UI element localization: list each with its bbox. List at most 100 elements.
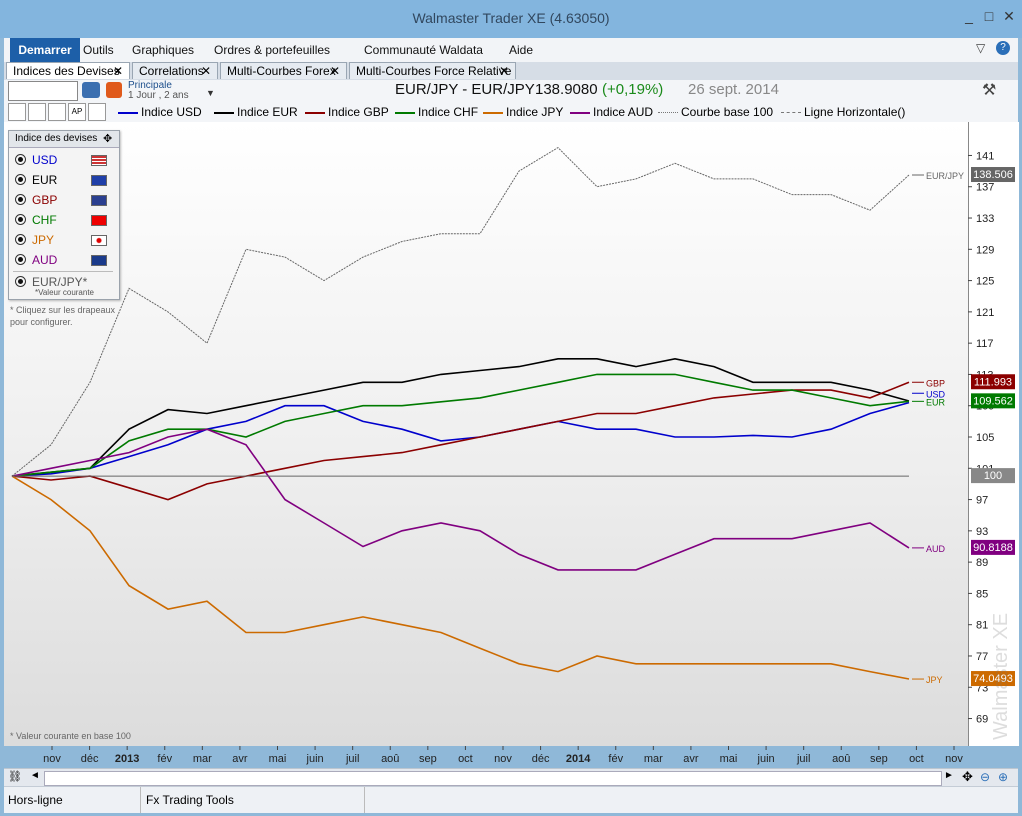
- close-icon[interactable]: ✕: [329, 64, 340, 78]
- minimize-button[interactable]: _: [965, 8, 973, 24]
- link-icon[interactable]: ⛓: [8, 771, 22, 783]
- book-icon[interactable]: [82, 82, 100, 98]
- x-tick-label: mai: [720, 753, 738, 765]
- close-button[interactable]: ✕: [1003, 8, 1015, 24]
- tab-multi-courbes-force-relative[interactable]: Multi-Courbes Force Relative ✕: [349, 62, 516, 79]
- ch-flag-icon[interactable]: [91, 215, 107, 226]
- tab-indices-devises[interactable]: Indices des Devises ✕: [6, 62, 130, 79]
- scroll-right-icon[interactable]: ►: [944, 770, 954, 781]
- legend-swatch: [658, 112, 678, 114]
- line-chart-icon[interactable]: [8, 103, 26, 121]
- legend-label: Indice CHF: [418, 105, 479, 119]
- x-tick-label: oct: [909, 753, 924, 765]
- radio-icon[interactable]: [15, 154, 26, 165]
- legend-horizontal[interactable]: Ligne Horizontale(): [781, 105, 905, 119]
- chart-svg[interactable]: 6973778185899397101105109113117121125129…: [4, 122, 1018, 768]
- legend-swatch: [214, 111, 234, 114]
- period-title[interactable]: Principale: [128, 80, 172, 91]
- currency-eur[interactable]: EUR: [15, 173, 57, 187]
- chart-area[interactable]: [4, 122, 1018, 746]
- legend-jpy[interactable]: Indice JPY: [483, 105, 563, 119]
- legend-gbp[interactable]: Indice GBP: [305, 105, 389, 119]
- zoom-in-icon[interactable]: ⊕: [998, 770, 1009, 784]
- indicator-icon[interactable]: [28, 103, 46, 121]
- legend-eur[interactable]: Indice EUR: [214, 105, 298, 119]
- status-divider: [140, 787, 141, 813]
- eu-flag-icon[interactable]: [91, 175, 107, 186]
- draw-icon[interactable]: [48, 103, 66, 121]
- x-tick-label: 2014: [566, 753, 591, 765]
- panel-divider: [13, 271, 113, 272]
- legend-chf[interactable]: Indice CHF: [395, 105, 478, 119]
- legend-usd[interactable]: Indice USD: [118, 105, 202, 119]
- menu-ordres[interactable]: Ordres & portefeuilles: [214, 43, 331, 57]
- chart-scrollbar[interactable]: ⛓ ◄ ► ✥ ⊖ ⊕: [4, 768, 1018, 787]
- legend-base100[interactable]: Courbe base 100: [658, 105, 773, 119]
- close-icon[interactable]: ✕: [200, 64, 211, 78]
- move-icon[interactable]: ✥: [103, 133, 113, 145]
- status-bar: Hors-ligne Fx Trading Tools: [4, 786, 1018, 813]
- x-tick-label: mar: [644, 753, 663, 765]
- au-flag-icon[interactable]: [91, 255, 107, 266]
- symbol-input[interactable]: [8, 81, 78, 101]
- radio-icon[interactable]: [15, 194, 26, 205]
- panel-header: [9, 131, 119, 148]
- radio-icon[interactable]: [15, 174, 26, 185]
- move-icon[interactable]: ✥: [962, 769, 973, 784]
- maximize-button[interactable]: □: [984, 8, 994, 24]
- currency-chf[interactable]: CHF: [15, 213, 57, 227]
- menu-communaute[interactable]: Communauté Waldata: [364, 43, 483, 57]
- currency-base[interactable]: EUR/JPY*: [15, 275, 87, 289]
- currency-jpy[interactable]: JPY: [15, 233, 54, 247]
- legend-aud[interactable]: Indice AUD: [570, 105, 653, 119]
- menu-aide[interactable]: Aide: [509, 43, 534, 57]
- scroll-left-icon[interactable]: ◄: [30, 770, 40, 781]
- close-icon[interactable]: ✕: [498, 64, 509, 78]
- window-title: Walmaster Trader XE (4.63050): [412, 10, 610, 26]
- series-line-4: [11, 475, 910, 680]
- status-provider: Fx Trading Tools: [146, 793, 234, 807]
- tab-correlations[interactable]: Correlations ✕: [132, 62, 218, 79]
- radio-icon[interactable]: [15, 276, 26, 287]
- tab-multi-courbes-forex[interactable]: Multi-Courbes Forex ✕: [220, 62, 347, 79]
- x-tick-label: fév: [157, 753, 172, 765]
- x-tick-label: juin: [757, 753, 775, 765]
- y-tick-label: 121: [976, 307, 994, 319]
- y-tick-label: 117: [976, 338, 994, 350]
- help-icon[interactable]: ?: [996, 41, 1010, 55]
- end-label: AUD: [926, 544, 946, 554]
- ap-icon[interactable]: AP: [68, 103, 86, 121]
- instrument-change: (+0,19%): [602, 81, 664, 98]
- value-box: [971, 374, 1015, 390]
- currency-gbp[interactable]: GBP: [15, 193, 57, 207]
- legend-label: Indice USD: [141, 105, 202, 119]
- period-detail[interactable]: 1 Jour , 2 ans: [128, 90, 189, 101]
- chevron-down-icon[interactable]: ▽: [976, 41, 986, 55]
- watermark: Walmaster XE: [990, 612, 1012, 740]
- us-flag-icon[interactable]: [91, 155, 107, 166]
- start-menu-button[interactable]: Demarrer: [10, 38, 80, 62]
- calendar-icon[interactable]: [106, 82, 122, 98]
- y-tick-label: 129: [976, 244, 994, 256]
- end-label: EUR: [926, 397, 946, 407]
- zoom-out-icon[interactable]: ⊖: [980, 770, 991, 784]
- menu-graphiques[interactable]: Graphiques: [132, 43, 195, 57]
- radio-icon[interactable]: [15, 214, 26, 225]
- scroll-track[interactable]: [44, 771, 942, 786]
- currency-usd[interactable]: USD: [15, 153, 57, 167]
- blank-icon[interactable]: [88, 103, 106, 121]
- currency-panel: Indice des devises ✥ USD EUR GBP CHF JPY…: [8, 130, 120, 300]
- radio-icon[interactable]: [15, 254, 26, 265]
- period-dropdown-icon[interactable]: ▼: [206, 88, 215, 98]
- jp-flag-icon[interactable]: [91, 235, 107, 246]
- currency-aud[interactable]: AUD: [15, 253, 57, 267]
- close-icon[interactable]: ✕: [112, 64, 123, 78]
- instrument-price: 138.9080: [535, 81, 598, 98]
- series-line-0: [11, 401, 910, 477]
- uk-flag-icon[interactable]: [91, 195, 107, 206]
- menu-outils[interactable]: Outils: [83, 43, 114, 57]
- currency-label: AUD: [32, 253, 58, 267]
- tools-icon[interactable]: ⚒: [982, 82, 997, 99]
- radio-icon[interactable]: [15, 234, 26, 245]
- legend-bar: AP Indice USD Indice EUR Indice GBP Indi…: [4, 102, 1018, 123]
